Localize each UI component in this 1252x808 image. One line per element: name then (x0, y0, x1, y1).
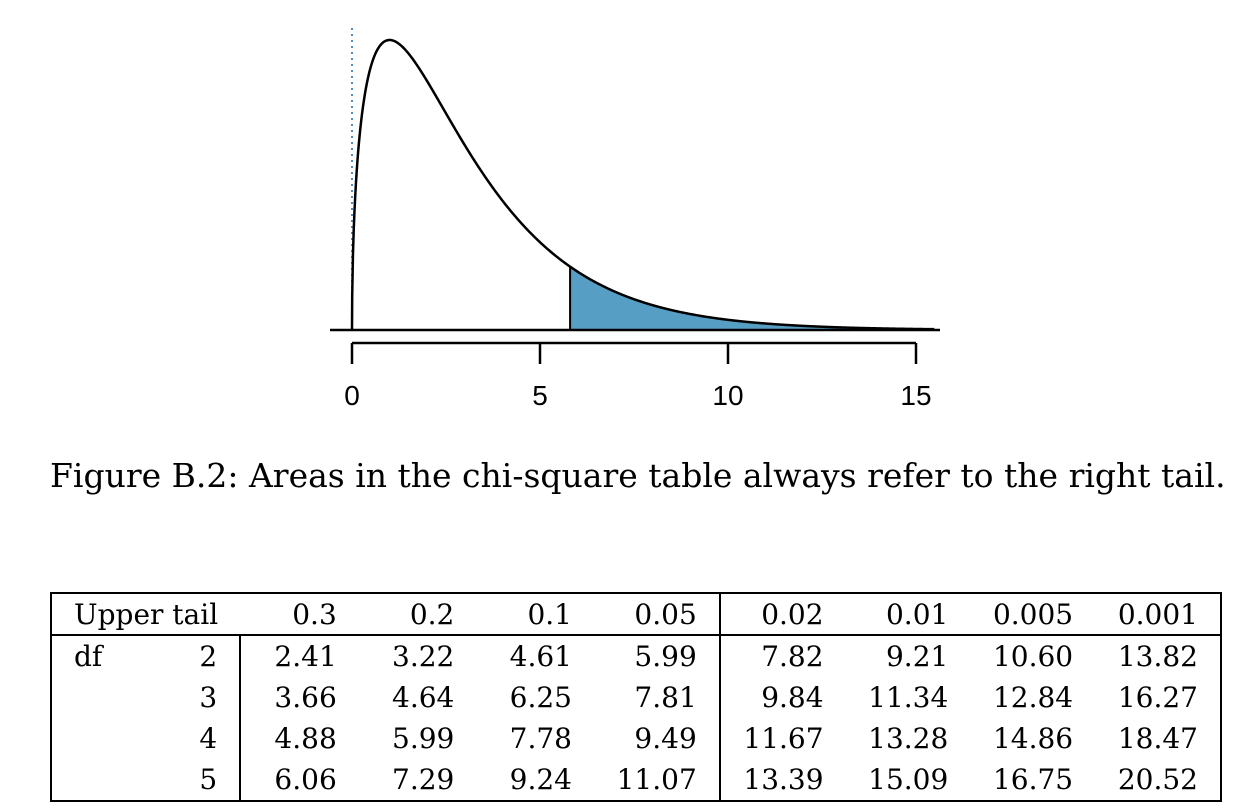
table-cell: 4.61 (509, 639, 572, 673)
table-cell: 14.86 (992, 722, 1074, 756)
table-cell: 11.67 (743, 722, 824, 756)
table-cell: 16.75 (992, 763, 1074, 797)
chi-square-table: Upper tail 0.3 0.2 0.1 0.05 0.02 0.01 0.… (49, 592, 1222, 802)
df-label-empty (49, 759, 155, 801)
table-cell: 5.99 (392, 722, 455, 756)
table-cell: 15.09 (868, 763, 949, 797)
tail-header: 0.01 (885, 597, 949, 631)
table-row: 4 4.88 5.99 7.78 9.49 11.67 13.28 14.86 … (49, 718, 1222, 760)
table-cell: 11.07 (593, 759, 721, 801)
table-cell: 9.84 (761, 680, 824, 714)
table-cell: 12.84 (992, 680, 1074, 714)
df-value: 2 (154, 635, 242, 677)
table-cell: 6.06 (274, 763, 337, 797)
x-tick-label: 15 (900, 380, 931, 411)
table-cell: 6.25 (509, 680, 572, 714)
x-axis: 0 5 10 15 (344, 341, 932, 411)
figure-caption: Figure B.2: Areas in the chi-square tabl… (50, 456, 1226, 495)
df-value: 4 (154, 718, 242, 760)
table-cell: 10.60 (992, 639, 1074, 673)
table-row: 3 3.66 4.64 6.25 7.81 9.84 11.34 12.84 1… (49, 676, 1222, 718)
tail-header: 0.2 (409, 597, 455, 631)
upper-tail-label: Upper tail (49, 593, 241, 635)
table-cell: 3.22 (392, 639, 455, 673)
tail-header: 0.001 (1095, 593, 1222, 635)
table-row: 5 6.06 7.29 9.24 11.07 13.39 15.09 16.75… (49, 759, 1222, 801)
tail-header: 0.1 (527, 597, 572, 631)
table-cell: 4.88 (274, 722, 337, 756)
tail-header: 0.05 (593, 593, 721, 635)
density-curve (350, 38, 935, 331)
df-value: 5 (154, 759, 242, 801)
table-cell: 18.47 (1095, 718, 1222, 760)
shaded-area-group (570, 266, 935, 330)
table-cell: 4.64 (392, 680, 455, 714)
table-cell: 20.52 (1095, 759, 1222, 801)
table-cell: 3.66 (274, 680, 337, 714)
x-tick-label: 10 (712, 380, 743, 411)
df-label-empty (49, 676, 155, 718)
x-tick-label: 0 (344, 380, 360, 411)
table-cell: 13.28 (868, 722, 949, 756)
table-cell: 7.29 (392, 763, 455, 797)
table-cell: 5.99 (593, 635, 721, 677)
x-tick-label: 5 (532, 380, 548, 411)
table-cell: 16.27 (1095, 676, 1222, 718)
df-label: df (49, 635, 155, 677)
df-value: 3 (154, 676, 242, 718)
table-cell: 9.49 (593, 718, 721, 760)
df-label-empty (49, 718, 155, 760)
table-cell: 9.24 (509, 763, 572, 797)
table-row: df 2 2.41 3.22 4.61 5.99 7.82 9.21 10.60… (49, 635, 1222, 677)
line-group (330, 28, 940, 332)
table-cell: 11.34 (868, 680, 949, 714)
table-cell: 2.41 (274, 639, 337, 673)
chi-square-plot: 0 5 10 15 (330, 28, 940, 411)
table-cell: 13.82 (1095, 635, 1222, 677)
tail-header: 0.005 (992, 597, 1074, 631)
table-cell: 7.82 (761, 639, 824, 673)
table-cell: 9.21 (885, 639, 949, 673)
shaded-right-tail (570, 266, 935, 330)
table-cell: 13.39 (743, 763, 824, 797)
table-header-row: Upper tail 0.3 0.2 0.1 0.05 0.02 0.01 0.… (49, 593, 1222, 635)
tail-header: 0.02 (761, 597, 824, 631)
tail-header: 0.3 (292, 597, 337, 631)
table-cell: 7.81 (593, 676, 721, 718)
table-cell: 7.78 (509, 722, 572, 756)
